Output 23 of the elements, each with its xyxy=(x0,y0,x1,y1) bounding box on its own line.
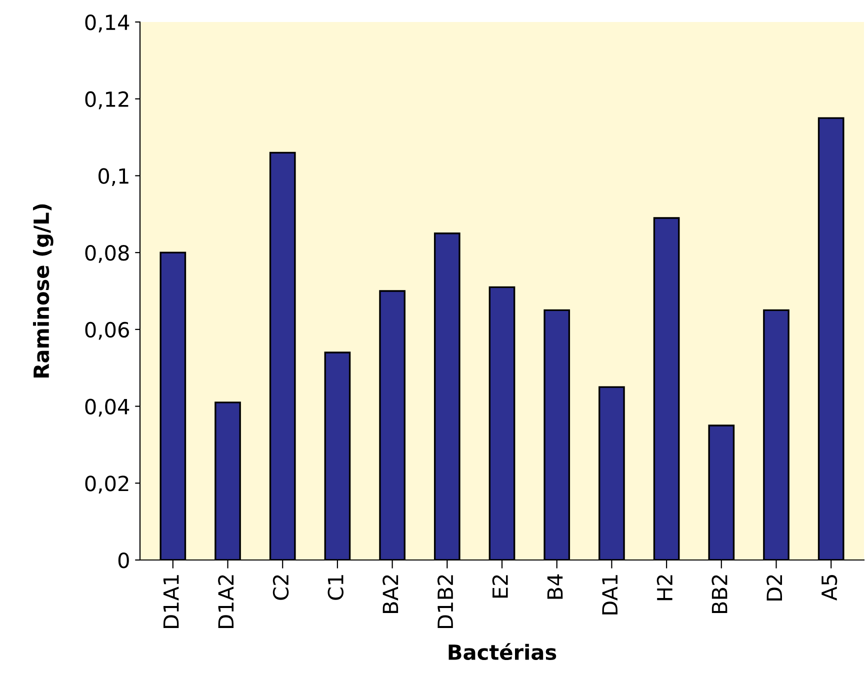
x-tick-label: E2 xyxy=(492,575,508,598)
x-tick-label: C1 xyxy=(328,575,344,600)
y-tick-label: 0,1 xyxy=(98,168,128,186)
x-tick-label: BB2 xyxy=(712,575,728,613)
y-tick-label: 0,04 xyxy=(85,398,130,417)
y-tick-label: 0,06 xyxy=(85,322,129,340)
x-tick-label: D2 xyxy=(766,575,782,600)
y-axis-title: Raminose (g/L) xyxy=(33,204,54,378)
y-tick-label: 0,08 xyxy=(85,245,129,263)
x-tick-label: BA2 xyxy=(382,575,398,613)
x-tick-label: C2 xyxy=(272,575,289,600)
x-tick-label: DA1 xyxy=(602,575,618,614)
x-tick-label: A5 xyxy=(822,575,838,601)
x-tick-label: B4 xyxy=(547,574,563,599)
y-tick-label: 0,12 xyxy=(85,91,128,110)
x-tick-label: D1A2 xyxy=(218,575,234,628)
y-tick-label: 0,14 xyxy=(85,14,130,32)
y-tick-label: 0,02 xyxy=(85,476,128,494)
x-tick-label: D1B2 xyxy=(437,575,453,628)
x-tick-label: H2 xyxy=(656,575,672,600)
y-tick-label: 0 xyxy=(118,552,129,568)
x-axis-title: Bactérias xyxy=(448,643,556,660)
x-tick-label: D1A1 xyxy=(163,575,179,628)
